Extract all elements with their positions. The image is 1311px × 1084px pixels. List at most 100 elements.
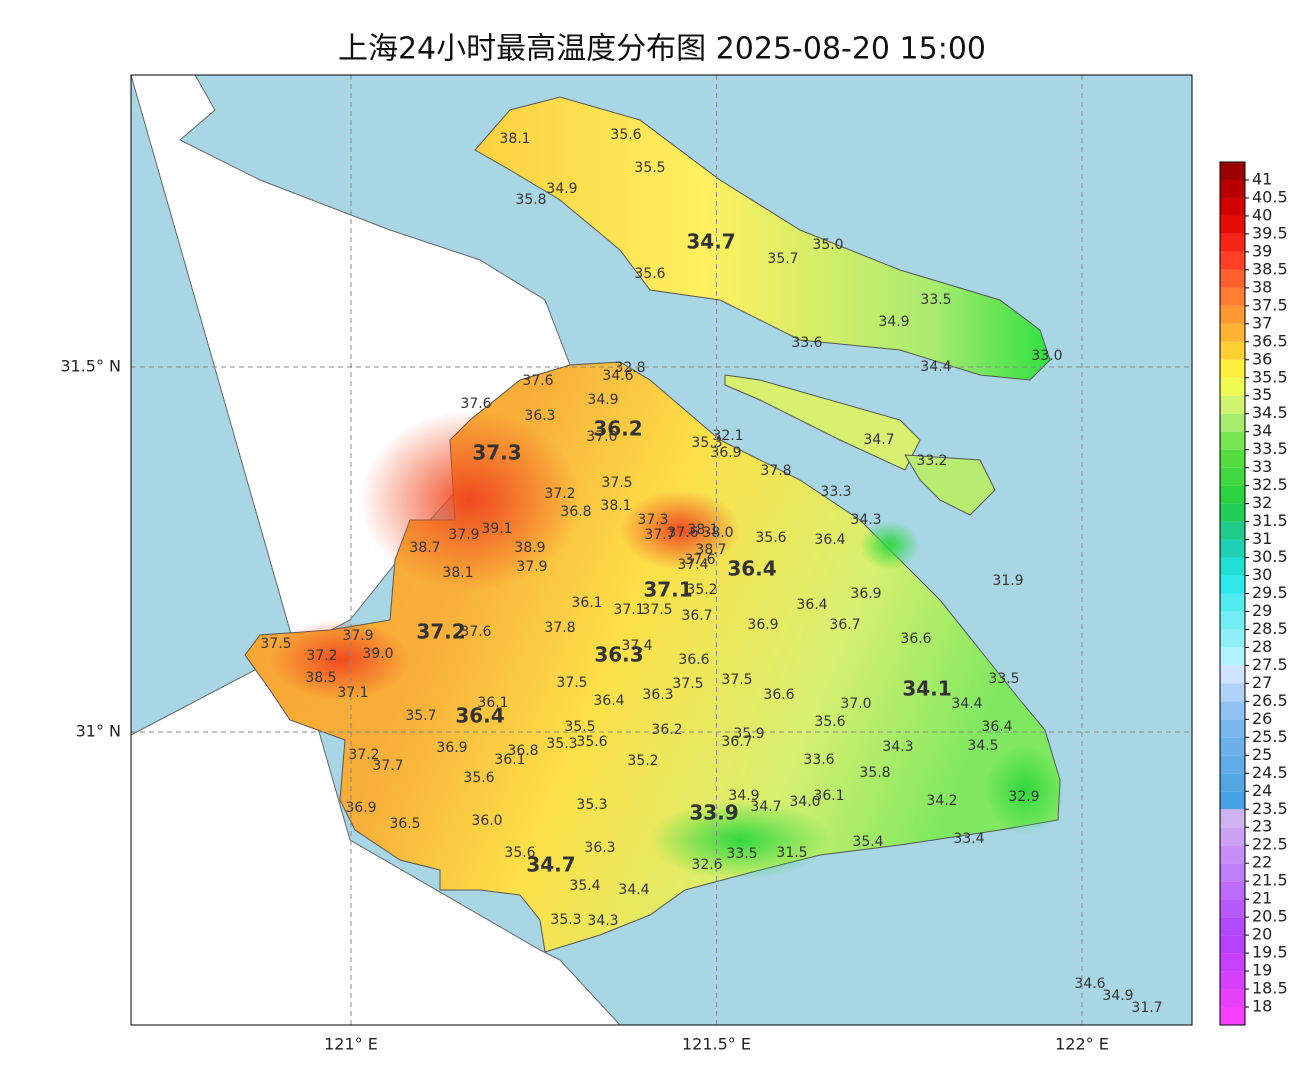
station-label: 37.0 — [586, 429, 617, 445]
station-label: 36.1 — [813, 788, 844, 804]
station-label: 35.9 — [733, 726, 764, 742]
colorbar-band — [1220, 215, 1245, 234]
station-label: 37.6 — [522, 373, 553, 389]
colorbar-label: 40.5 — [1252, 187, 1288, 206]
colorbar-band — [1220, 809, 1245, 828]
colorbar-band — [1220, 197, 1245, 216]
station-label: 36.4 — [981, 719, 1012, 735]
x-tick-label: 122° E — [1055, 1035, 1109, 1054]
colorbar-band — [1220, 557, 1245, 576]
station-label: 36.7 — [721, 734, 752, 750]
colorbar-band — [1220, 521, 1245, 540]
station-label: 35.2 — [627, 753, 658, 769]
station-label: 33.4 — [953, 831, 984, 847]
colorbar-band — [1220, 251, 1245, 270]
station-label: 36.9 — [436, 740, 467, 756]
station-label: 35.6 — [463, 770, 494, 786]
station-label: 34.9 — [1102, 988, 1133, 1004]
station-label: 36.4 — [796, 597, 827, 613]
colorbar-label: 39.5 — [1252, 223, 1288, 242]
station-label: 37.5 — [641, 602, 672, 618]
colorbar-label: 35 — [1252, 385, 1272, 404]
colorbar-label: 21.5 — [1252, 871, 1288, 890]
colorbar-band — [1220, 467, 1245, 486]
colorbar-label: 23 — [1252, 817, 1272, 836]
colorbar-band — [1220, 575, 1245, 594]
station-label: 36.6 — [763, 687, 794, 703]
colorbar-band — [1220, 593, 1245, 612]
station-label: 38.1 — [600, 498, 631, 514]
colorbar-band — [1220, 233, 1245, 252]
station-label: 38.7 — [409, 540, 440, 556]
colorbar-band — [1220, 899, 1245, 918]
station-label: 36.9 — [345, 800, 376, 816]
district-label: 36.2 — [593, 417, 642, 441]
station-label: 34.4 — [951, 696, 982, 712]
colorbar-band — [1220, 341, 1245, 360]
station-label: 37.5 — [260, 636, 291, 652]
district-label: 36.3 — [594, 643, 643, 667]
station-label: 37.2 — [306, 648, 337, 664]
district-label: 36.4 — [455, 704, 504, 728]
station-label: 36.7 — [681, 608, 712, 624]
station-label: 37.5 — [672, 676, 703, 692]
station-label: 37.7 — [644, 527, 675, 543]
colorbar-label: 22.5 — [1252, 835, 1288, 854]
colorbar-band — [1220, 683, 1245, 702]
colorbar-band — [1220, 971, 1245, 990]
station-label: 37.1 — [337, 685, 368, 701]
station-label: 36.9 — [850, 586, 881, 602]
station-label: 34.0 — [789, 794, 820, 810]
station-label: 39.0 — [362, 646, 393, 662]
station-label: 34.3 — [882, 739, 913, 755]
colorbar-label: 36.5 — [1252, 331, 1288, 350]
colorbar-label: 27 — [1252, 673, 1272, 692]
station-label: 33.5 — [726, 846, 757, 862]
colorbar-band — [1220, 881, 1245, 900]
station-label: 34.5 — [967, 738, 998, 754]
colorbar-band — [1220, 935, 1245, 954]
station-label: 35.3 — [550, 912, 581, 928]
station-label: 35.3 — [691, 435, 722, 451]
station-label: 37.8 — [760, 463, 791, 479]
colorbar-label: 25 — [1252, 745, 1272, 764]
station-label: 37.3 — [637, 512, 668, 528]
station-label: 35.6 — [610, 127, 641, 143]
colorbar-label: 26.5 — [1252, 691, 1288, 710]
hot-area — [360, 410, 580, 590]
station-label: 36.6 — [678, 652, 709, 668]
station-label: 38.1 — [442, 565, 473, 581]
cool-area — [650, 800, 830, 880]
station-label: 36.0 — [471, 813, 502, 829]
hengsha-island — [904, 454, 996, 516]
station-label: 37.5 — [556, 675, 587, 691]
station-label: 38.1 — [499, 131, 530, 147]
colorbar-label: 33.5 — [1252, 439, 1288, 458]
station-label: 34.3 — [587, 913, 618, 929]
colorbar-band — [1220, 431, 1245, 450]
station-label: 36.7 — [829, 617, 860, 633]
station-label: 37.8 — [544, 620, 575, 636]
station-label: 34.9 — [728, 788, 759, 804]
station-label: 35.5 — [634, 160, 665, 176]
district-label: 34.1 — [902, 677, 951, 701]
station-label: 35.3 — [576, 797, 607, 813]
colorbar-label: 40 — [1252, 205, 1272, 224]
station-label: 37.6 — [460, 624, 491, 640]
colorbar-band — [1220, 755, 1245, 774]
station-label: 36.4 — [593, 693, 624, 709]
station-label: 36.9 — [747, 617, 778, 633]
station-label: 37.2 — [544, 486, 575, 502]
colorbar-band — [1220, 917, 1245, 936]
station-label: 33.0 — [1031, 348, 1062, 364]
map-title: 上海24小时最高温度分布图 2025-08-20 15:00 — [338, 32, 986, 67]
colorbar-label: 35.5 — [1252, 367, 1288, 386]
station-label: 36.3 — [524, 408, 555, 424]
station-label: 37.5 — [601, 475, 632, 491]
station-label: 31.9 — [992, 573, 1023, 589]
colorbar-band — [1220, 665, 1245, 684]
station-label: 35.2 — [686, 582, 717, 598]
colorbar-band — [1220, 377, 1245, 396]
station-label: 32.8 — [614, 360, 645, 376]
station-label: 33.6 — [803, 752, 834, 768]
